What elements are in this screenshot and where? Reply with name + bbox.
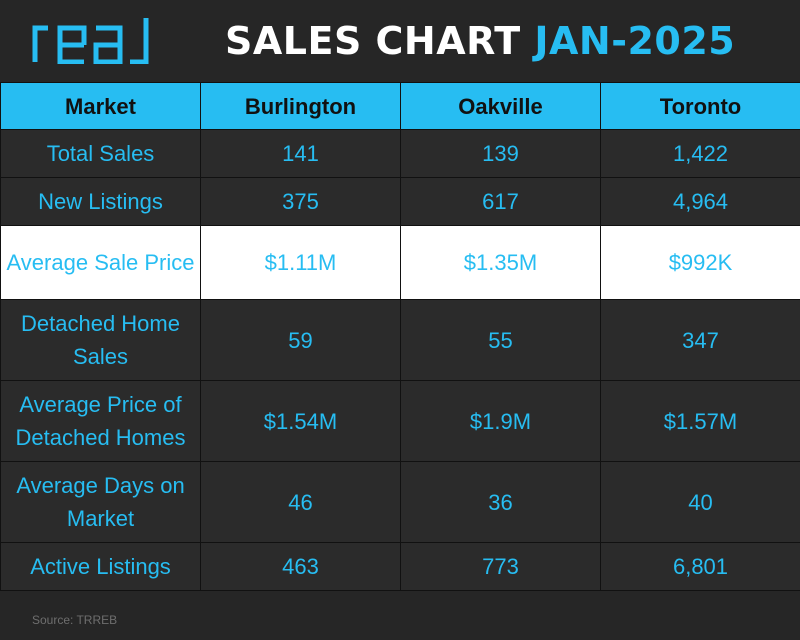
page-title: SALES CHART JAN-2025	[225, 14, 735, 68]
table-row: Active Listings 463 773 6,801	[0, 542, 800, 591]
title-date: JAN-2025	[534, 19, 736, 63]
cell-burlington: 46	[200, 461, 401, 543]
header-market: Market	[0, 82, 201, 130]
header: SALES CHART JAN-2025	[0, 0, 800, 82]
cell-oakville: 55	[400, 299, 601, 381]
cell-burlington: 141	[200, 129, 401, 178]
cell-toronto: 40	[600, 461, 800, 543]
source-note: Source: TRREB	[32, 613, 118, 627]
table-row: Detached Home Sales 59 55 347	[0, 299, 800, 381]
header-oakville: Oakville	[400, 82, 601, 130]
cell-oakville: $1.9M	[400, 380, 601, 462]
cell-toronto: $1.57M	[600, 380, 800, 462]
cell-toronto: 4,964	[600, 177, 800, 226]
real-logo-icon	[32, 18, 149, 64]
header-toronto: Toronto	[600, 82, 800, 130]
row-label: New Listings	[0, 177, 201, 226]
cell-toronto: 1,422	[600, 129, 800, 178]
cell-oakville: 36	[400, 461, 601, 543]
table-row-highlighted: Average Sale Price $1.11M $1.35M $992K	[0, 225, 800, 300]
cell-burlington: $1.54M	[200, 380, 401, 462]
cell-oakville: 617	[400, 177, 601, 226]
row-label: Total Sales	[0, 129, 201, 178]
cell-burlington: 59	[200, 299, 401, 381]
cell-burlington: 463	[200, 542, 401, 591]
row-label: Detached Home Sales	[0, 299, 201, 381]
cell-oakville: 773	[400, 542, 601, 591]
title-main: SALES CHART	[225, 19, 521, 63]
row-label: Average Price of Detached Homes	[0, 380, 201, 462]
table-header-row: Market Burlington Oakville Toronto	[0, 82, 800, 130]
table-row: Total Sales 141 139 1,422	[0, 129, 800, 178]
cell-burlington: $1.11M	[200, 225, 401, 300]
cell-toronto: 6,801	[600, 542, 800, 591]
table-row: Average Price of Detached Homes $1.54M $…	[0, 380, 800, 462]
row-label: Active Listings	[0, 542, 201, 591]
table-row: Average Days on Market 46 36 40	[0, 461, 800, 543]
row-label: Average Sale Price	[0, 225, 201, 300]
row-label: Average Days on Market	[0, 461, 201, 543]
header-burlington: Burlington	[200, 82, 401, 130]
sales-table: Market Burlington Oakville Toronto Total…	[0, 82, 800, 591]
cell-oakville: $1.35M	[400, 225, 601, 300]
cell-burlington: 375	[200, 177, 401, 226]
cell-toronto: 347	[600, 299, 800, 381]
cell-oakville: 139	[400, 129, 601, 178]
cell-toronto: $992K	[600, 225, 800, 300]
table-row: New Listings 375 617 4,964	[0, 177, 800, 226]
